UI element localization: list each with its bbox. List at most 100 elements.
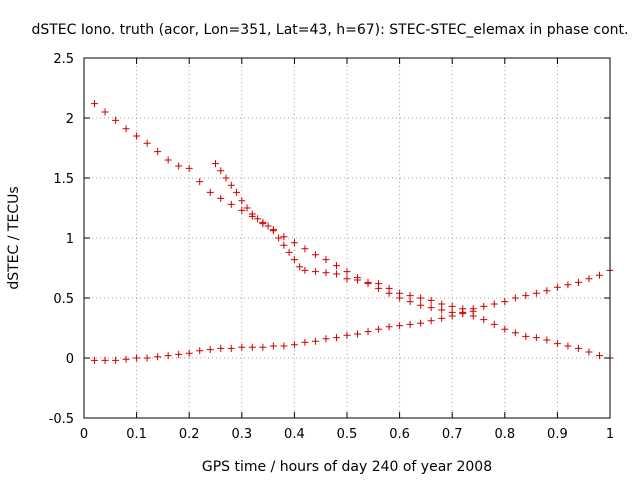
data-point <box>396 289 404 297</box>
data-point <box>164 352 172 360</box>
data-point <box>448 302 456 310</box>
data-point <box>406 292 414 300</box>
data-point <box>490 320 498 328</box>
x-tick-label: 0.1 <box>126 427 147 442</box>
data-point <box>227 200 235 208</box>
data-point <box>217 167 225 175</box>
data-point <box>427 296 435 304</box>
data-point <box>269 342 277 350</box>
data-point <box>133 354 141 362</box>
x-tick-label: 0.3 <box>231 427 252 442</box>
data-point <box>280 342 288 350</box>
y-tick-labels: -0.5 0 0.5 1 1.5 2 2.5 <box>49 52 74 427</box>
data-point <box>301 245 309 253</box>
plot-area <box>91 100 614 364</box>
data-point <box>175 350 183 358</box>
data-point <box>285 248 293 256</box>
data-point <box>280 241 288 249</box>
data-point <box>311 337 319 345</box>
data-point <box>275 234 283 242</box>
grid <box>84 58 610 418</box>
data-point <box>532 289 540 297</box>
data-point <box>259 218 267 226</box>
x-tick-label: 0.8 <box>494 427 515 442</box>
x-tick-label: 0.2 <box>179 427 200 442</box>
data-point <box>438 314 446 322</box>
data-point <box>469 305 477 313</box>
y-tick-label: -0.5 <box>49 412 74 427</box>
data-point <box>343 268 351 276</box>
data-point <box>322 256 330 264</box>
y-tick-label: 2 <box>66 112 74 127</box>
data-point <box>301 338 309 346</box>
data-point <box>311 251 319 259</box>
data-point <box>543 336 551 344</box>
data-point <box>259 343 267 351</box>
y-tick-label: 1.5 <box>53 172 74 187</box>
data-point <box>290 256 298 264</box>
data-point <box>501 325 509 333</box>
data-point <box>322 269 330 277</box>
data-point <box>543 287 551 295</box>
data-point <box>364 328 372 336</box>
data-point <box>364 278 372 286</box>
data-point <box>206 188 214 196</box>
y-axis-label: dSTEC / TECUs <box>6 186 22 289</box>
data-point <box>501 298 509 306</box>
data-point <box>185 164 193 172</box>
data-point <box>164 156 172 164</box>
data-point <box>385 284 393 292</box>
data-point <box>354 330 362 338</box>
data-point <box>206 346 214 354</box>
series-satellite-a <box>91 100 614 362</box>
x-tick-label: 0.5 <box>337 427 358 442</box>
data-point <box>254 215 262 223</box>
y-tick-label: 0.5 <box>53 292 74 307</box>
y-tick-label: 2.5 <box>53 52 74 67</box>
data-point <box>332 262 340 270</box>
x-tick-label: 0.4 <box>284 427 305 442</box>
data-point <box>532 334 540 342</box>
data-point <box>511 294 519 302</box>
data-point <box>212 160 219 168</box>
data-point <box>595 271 603 279</box>
data-point <box>112 116 120 124</box>
data-point <box>264 222 272 230</box>
data-point <box>564 342 572 350</box>
data-point <box>227 181 235 189</box>
data-point <box>354 276 362 284</box>
data-point <box>595 352 603 360</box>
data-point <box>248 343 256 351</box>
data-point <box>101 356 109 364</box>
data-point <box>585 348 593 356</box>
data-point <box>564 281 572 289</box>
data-point <box>322 335 330 343</box>
data-point <box>480 316 488 324</box>
chart-title: dSTEC Iono. truth (acor, Lon=351, Lat=43… <box>31 22 628 38</box>
data-point <box>101 108 109 116</box>
data-point <box>417 319 425 327</box>
data-point <box>553 283 561 291</box>
data-point <box>448 312 456 320</box>
data-point <box>343 331 351 339</box>
series-satellite-b <box>212 160 477 315</box>
data-point <box>375 280 383 288</box>
data-point <box>332 334 340 342</box>
data-point <box>175 162 183 170</box>
data-point <box>296 263 304 271</box>
series-satellite-c <box>91 266 614 364</box>
data-point <box>343 275 351 283</box>
data-point <box>406 320 414 328</box>
data-point <box>185 349 193 357</box>
data-point <box>269 227 277 235</box>
data-point <box>585 275 593 283</box>
data-point <box>143 354 151 362</box>
data-point <box>417 294 425 302</box>
data-point <box>522 292 530 300</box>
data-point <box>280 233 288 241</box>
data-point <box>553 340 561 348</box>
data-point <box>217 344 225 352</box>
data-point <box>133 132 141 140</box>
x-tick-label: 0.6 <box>389 427 410 442</box>
x-tick-label: 0.9 <box>547 427 568 442</box>
